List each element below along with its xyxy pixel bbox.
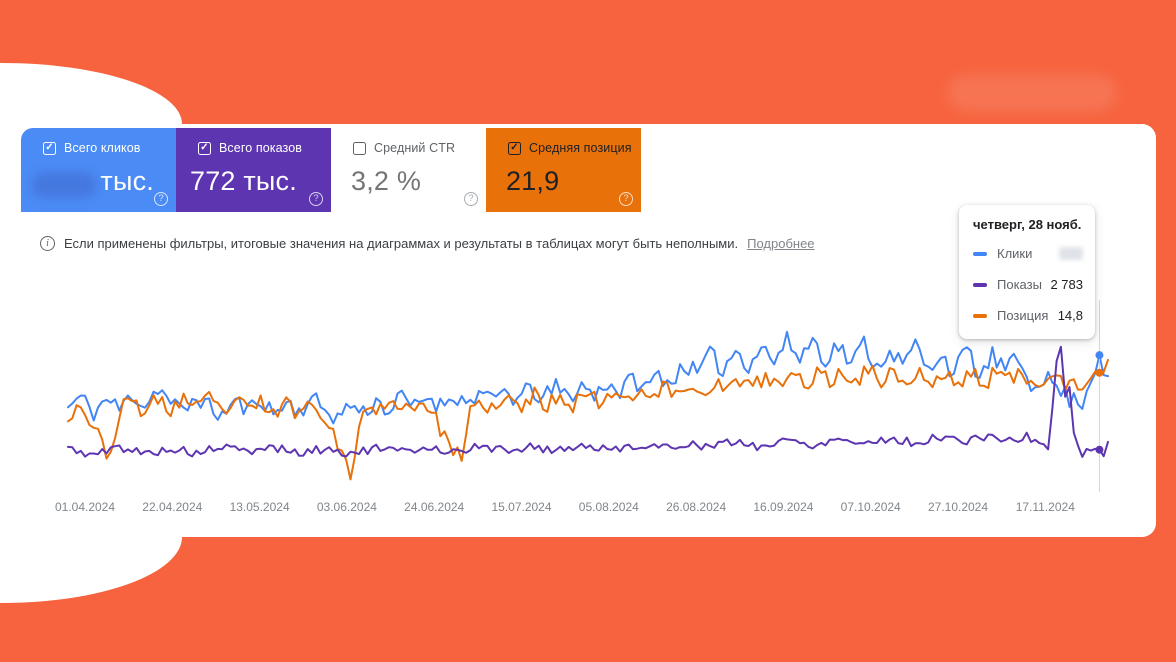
checkbox-checked-icon[interactable]: ✓ [198, 141, 211, 155]
notice-text: Если применены фильтры, итоговые значени… [64, 236, 739, 251]
tooltip-row-impressions: Показы 2 783 [973, 269, 1083, 300]
background-redaction-blur [947, 74, 1117, 112]
position-series-dash-icon [973, 313, 987, 318]
tooltip-date: четверг, 28 нояб. [973, 217, 1082, 232]
metric-label: Средний CTR [374, 141, 456, 155]
redacted-value-blur [1059, 247, 1083, 260]
metric-tile-total-clicks[interactable]: ✓ Всего кликов тыс. ? [21, 128, 176, 212]
help-icon[interactable]: ? [619, 192, 633, 206]
metric-value: тыс. [100, 166, 154, 196]
x-axis-label: 03.06.2024 [316, 500, 377, 514]
x-axis-label: 15.07.2024 [491, 500, 552, 514]
help-icon[interactable]: ? [309, 192, 323, 206]
x-axis-label: 13.05.2024 [229, 500, 290, 514]
x-axis-label: 05.08.2024 [578, 500, 639, 514]
x-axis-labels: 01.04.2024 22.04.2024 13.05.2024 03.06.2024… [0, 500, 1176, 516]
help-icon[interactable]: ? [464, 192, 478, 206]
metric-value: 21,9 [506, 166, 560, 196]
metric-tile-average-ctr[interactable]: Средний CTR 3,2 % ? [331, 128, 486, 212]
metric-tile-average-position[interactable]: ✓ Средняя позиция 21,9 ? [486, 128, 641, 212]
details-link[interactable]: Подробнее [747, 236, 815, 251]
series-line-Клики [67, 330, 1109, 425]
redacted-value-blur [31, 172, 97, 198]
metric-label: Всего показов [219, 141, 303, 155]
hover-point-dot [1095, 351, 1104, 360]
hover-point-dot [1095, 445, 1104, 454]
checkbox-checked-icon[interactable]: ✓ [508, 141, 521, 155]
filters-notice: i Если применены фильтры, итоговые значе… [40, 236, 815, 251]
impressions-series-dash-icon [973, 282, 987, 287]
chart-tooltip: четверг, 28 нояб. Клики Показы 2 783 Поз… [959, 205, 1095, 339]
x-axis-label: 22.04.2024 [142, 500, 203, 514]
x-axis-label: 07.10.2024 [840, 500, 901, 514]
tooltip-row-clicks: Клики [973, 238, 1083, 269]
x-axis-label: 17.11.2024 [1015, 500, 1075, 514]
x-axis-label: 26.08.2024 [666, 500, 727, 514]
clicks-series-dash-icon [973, 251, 987, 256]
series-line-Показы [67, 345, 1109, 458]
x-axis-label: 16.09.2024 [753, 500, 814, 514]
x-axis-label: 27.10.2024 [927, 500, 989, 514]
series-line-Позиция [67, 358, 1109, 481]
checkbox-unchecked-icon[interactable] [353, 141, 366, 155]
metric-tile-total-impressions[interactable]: ✓ Всего показов 772 тыс. ? [176, 128, 331, 212]
x-axis-label: 24.06.2024 [404, 500, 465, 514]
metric-label: Средняя позиция [529, 141, 632, 155]
hover-point-dot [1095, 368, 1104, 377]
help-icon[interactable]: ? [154, 192, 168, 206]
checkbox-checked-icon[interactable]: ✓ [43, 141, 56, 155]
metric-value: 3,2 % [351, 166, 422, 196]
x-axis-label: 01.04.2024 [54, 500, 116, 514]
tooltip-row-position: Позиция 14,8 [973, 300, 1083, 331]
metric-value: 772 тыс. [190, 166, 297, 196]
metric-label: Всего кликов [64, 141, 141, 155]
info-icon: i [40, 236, 55, 251]
